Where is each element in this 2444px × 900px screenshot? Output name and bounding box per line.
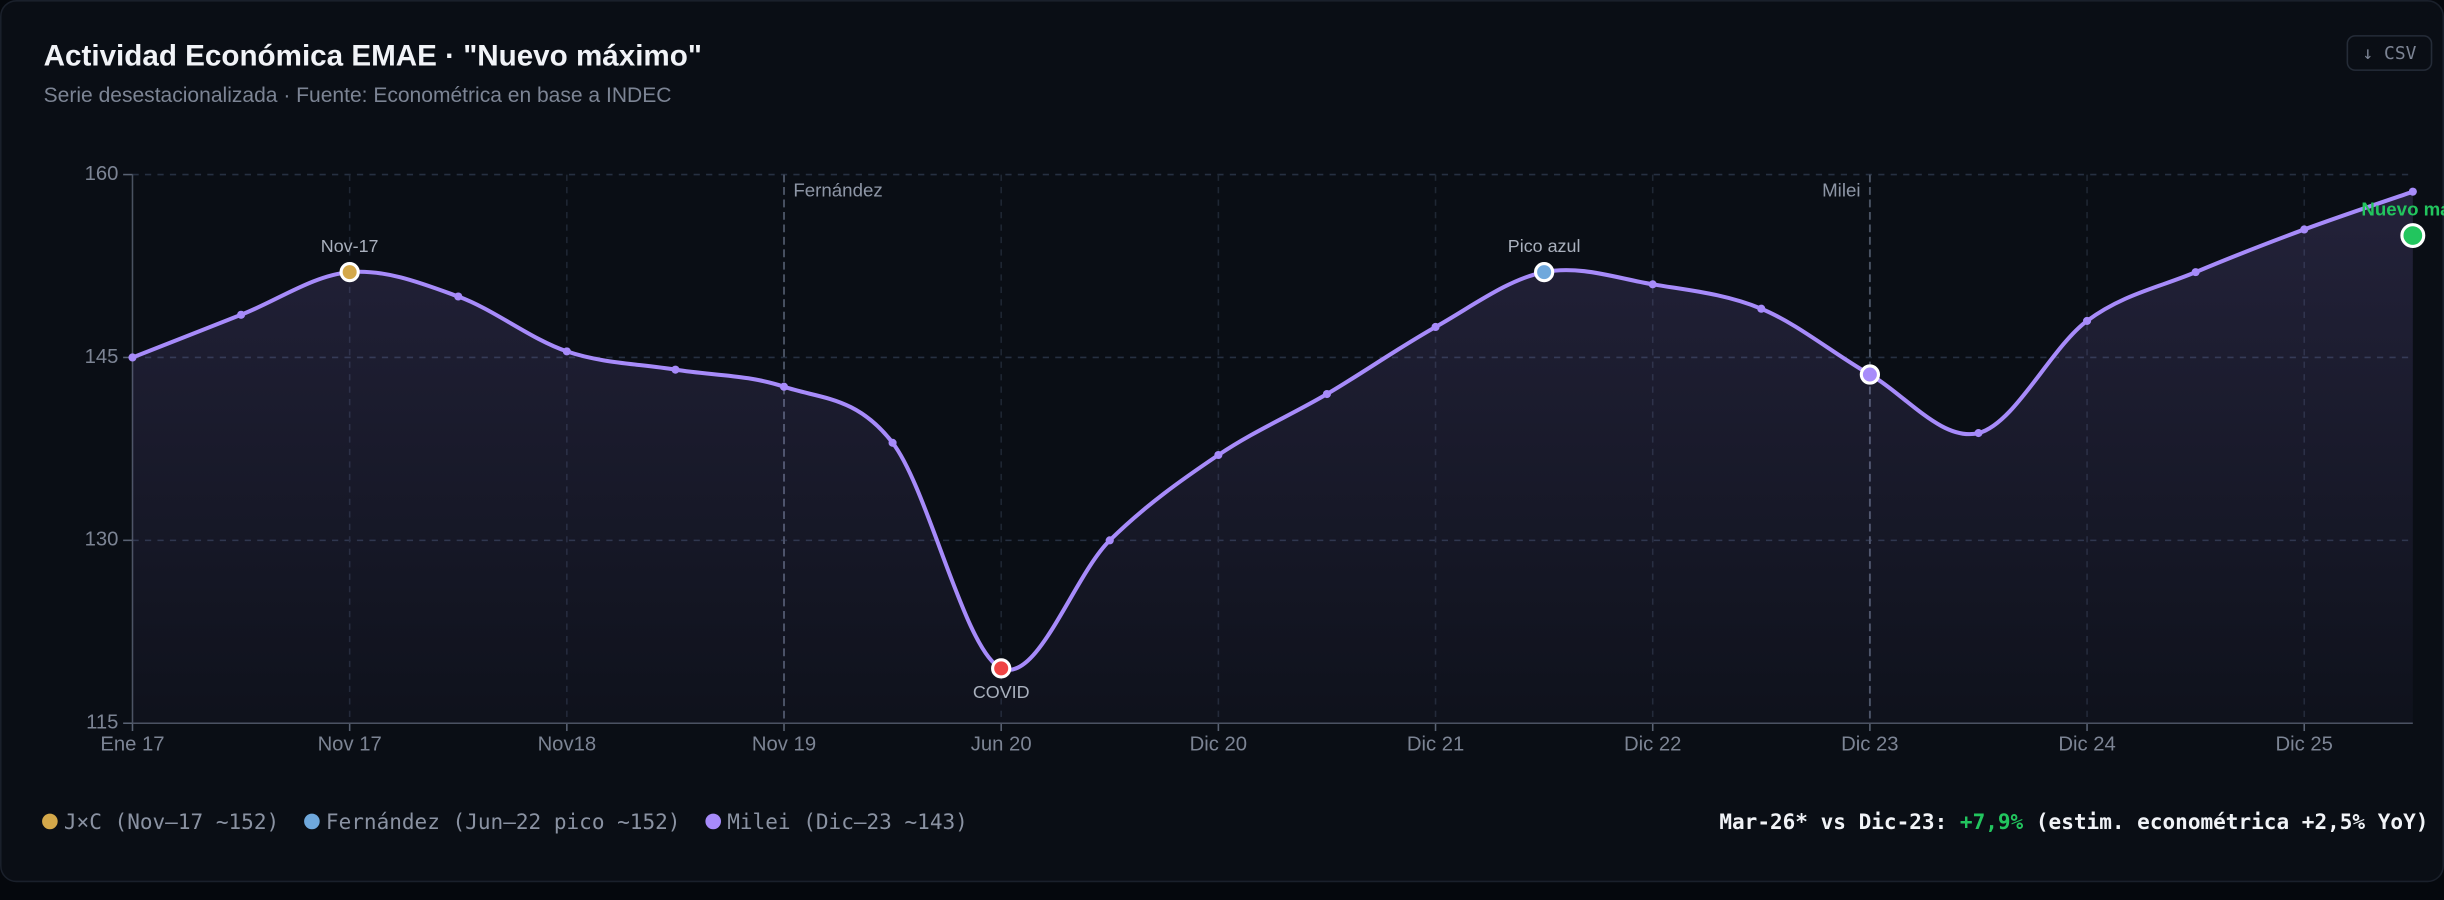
y-tick-label: 130	[85, 529, 119, 551]
highlight-marker	[1859, 364, 1881, 385]
x-tick-label: Dic 24	[2058, 733, 2115, 755]
legend-swatch	[304, 813, 320, 830]
data-point	[562, 347, 571, 356]
highlight-label: Pico azul	[1508, 236, 1581, 256]
highlight-marker	[1533, 261, 1555, 283]
x-tick-label: Dic 25	[2276, 733, 2333, 755]
data-point	[1105, 536, 1114, 545]
data-point	[2191, 268, 2200, 277]
legend-swatch	[42, 813, 58, 830]
event-label: Milei	[1822, 180, 1860, 201]
footer-note: Mar-26* vs Dic-23: +7,9% (estim. economé…	[1719, 809, 2428, 834]
data-point	[779, 382, 789, 391]
data-point	[237, 310, 246, 319]
legend-label: Fernández (Jun–22 pico ~152)	[326, 809, 681, 834]
x-tick-label: Dic 23	[1841, 733, 1898, 755]
data-point	[128, 353, 137, 362]
y-tick-label: 115	[86, 712, 118, 734]
x-tick-label: Dic 20	[1190, 733, 1247, 755]
data-point	[1214, 450, 1223, 460]
series-area	[132, 191, 2413, 724]
data-point	[2300, 225, 2309, 234]
data-point	[454, 292, 463, 301]
event-label: Fernández	[793, 180, 882, 201]
data-point	[1648, 280, 1657, 289]
highlight-marker	[339, 261, 360, 283]
y-tick-label: 145	[85, 346, 119, 368]
data-point	[1322, 389, 1332, 399]
x-tick-label: Nov 19	[752, 733, 816, 755]
x-tick-label: Jun 20	[971, 733, 1032, 755]
x-tick-label: Nov 17	[318, 733, 382, 755]
series-line	[131, 189, 2414, 673]
data-point	[888, 438, 897, 447]
highlight-marker	[991, 658, 1012, 679]
data-point	[2408, 187, 2417, 196]
footer-note-tail: (estim. econométrica +2,5% YoY)	[2023, 809, 2428, 834]
y-tick-label: 160	[85, 163, 119, 185]
legend-label: Milei (Dic–23 ~143)	[727, 809, 968, 834]
legend-swatch	[705, 813, 722, 830]
data-point	[1974, 429, 1983, 438]
chart-title: Actividad Económica EMAE · "Nuevo máximo…	[44, 40, 702, 73]
x-tick-label: Dic 22	[1624, 733, 1681, 755]
x-tick-label: Dic 21	[1407, 733, 1464, 755]
data-point	[1431, 322, 1440, 332]
highlight-label: COVID	[973, 682, 1030, 702]
highlight-label: Nov-17	[321, 236, 379, 256]
highlight-marker	[2400, 223, 2426, 249]
chart-subtitle: Serie desestacionalizada · Fuente: Econo…	[44, 84, 672, 107]
data-point	[1757, 304, 1766, 313]
legend-label: J×C (Nov–17 ~152)	[64, 809, 279, 834]
footer-note-highlight: +7,9%	[1960, 809, 2024, 834]
x-tick-label: Ene 17	[100, 733, 164, 755]
footer-note-lead: Mar-26* vs Dic-23:	[1719, 809, 1960, 834]
data-point	[671, 365, 680, 374]
highlight-label: Nuevo máximo	[2361, 199, 2444, 220]
data-point	[2083, 316, 2092, 325]
csv-button[interactable]	[2346, 35, 2433, 71]
csv-button-label[interactable]: ↓ CSV	[2362, 43, 2416, 64]
x-tick-label: Nov18	[538, 733, 597, 755]
